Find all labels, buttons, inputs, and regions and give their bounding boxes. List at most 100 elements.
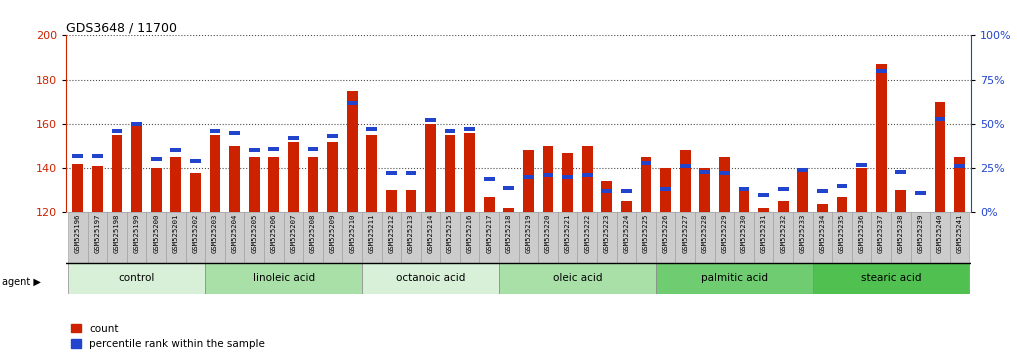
Bar: [229, 146, 240, 212]
Bar: [229, 131, 240, 135]
Bar: [813, 212, 832, 263]
Bar: [817, 189, 828, 193]
Bar: [675, 212, 695, 263]
Bar: [107, 212, 127, 263]
Text: octanoic acid: octanoic acid: [396, 273, 465, 283]
Bar: [171, 157, 181, 212]
Bar: [856, 162, 866, 167]
Text: GSM525196: GSM525196: [75, 214, 81, 253]
Bar: [68, 263, 205, 294]
Bar: [425, 118, 436, 122]
Bar: [503, 208, 515, 212]
Bar: [499, 212, 519, 263]
Bar: [288, 142, 299, 212]
Bar: [876, 64, 887, 212]
Bar: [538, 212, 558, 263]
Text: GSM525233: GSM525233: [799, 214, 805, 253]
Bar: [244, 212, 264, 263]
Bar: [444, 135, 456, 212]
Bar: [641, 157, 652, 212]
Text: GSM525216: GSM525216: [467, 214, 473, 253]
Text: control: control: [118, 273, 155, 283]
Bar: [656, 263, 813, 294]
Text: GSM525210: GSM525210: [349, 214, 355, 253]
Text: GSM525221: GSM525221: [564, 214, 571, 253]
Bar: [131, 126, 142, 212]
Text: GSM525224: GSM525224: [623, 214, 630, 253]
Bar: [484, 197, 494, 212]
Bar: [793, 212, 813, 263]
Bar: [264, 212, 284, 263]
Text: GSM525238: GSM525238: [898, 214, 904, 253]
Bar: [656, 212, 675, 263]
Text: GSM525234: GSM525234: [820, 214, 826, 253]
Bar: [347, 91, 358, 212]
Text: GSM525204: GSM525204: [232, 214, 238, 253]
Bar: [93, 154, 103, 158]
Text: GDS3648 / 11700: GDS3648 / 11700: [66, 21, 177, 34]
Bar: [876, 69, 887, 73]
Bar: [186, 212, 205, 263]
Bar: [171, 148, 181, 153]
Text: GSM525202: GSM525202: [192, 214, 198, 253]
Bar: [68, 212, 87, 263]
Bar: [543, 146, 553, 212]
Bar: [87, 212, 107, 263]
Bar: [562, 153, 573, 212]
Bar: [499, 263, 656, 294]
Bar: [440, 212, 460, 263]
Text: GSM525229: GSM525229: [721, 214, 727, 253]
Bar: [641, 161, 652, 165]
Bar: [146, 212, 166, 263]
Text: GSM525223: GSM525223: [604, 214, 610, 253]
Bar: [112, 135, 122, 212]
Bar: [303, 212, 322, 263]
Bar: [679, 150, 691, 212]
Bar: [190, 172, 200, 212]
Bar: [778, 201, 788, 212]
Bar: [406, 190, 416, 212]
Bar: [558, 212, 578, 263]
Bar: [915, 191, 925, 195]
Bar: [637, 212, 656, 263]
Bar: [205, 263, 362, 294]
Bar: [950, 212, 969, 263]
Bar: [523, 175, 534, 179]
Text: GSM525200: GSM525200: [154, 214, 160, 253]
Bar: [519, 212, 538, 263]
Bar: [895, 170, 906, 174]
Bar: [754, 212, 773, 263]
Bar: [695, 212, 715, 263]
Bar: [700, 170, 710, 174]
Bar: [343, 212, 362, 263]
Bar: [582, 146, 593, 212]
Text: GSM525209: GSM525209: [330, 214, 336, 253]
Bar: [582, 173, 593, 177]
Bar: [872, 212, 891, 263]
Text: GSM525198: GSM525198: [114, 214, 120, 253]
Bar: [523, 150, 534, 212]
Bar: [891, 212, 910, 263]
Bar: [93, 166, 103, 212]
Text: agent ▶: agent ▶: [2, 276, 41, 287]
Bar: [738, 187, 750, 192]
Bar: [249, 148, 259, 153]
Bar: [127, 212, 146, 263]
Bar: [381, 212, 401, 263]
Bar: [562, 175, 573, 179]
Bar: [249, 157, 259, 212]
Bar: [366, 135, 377, 212]
Bar: [813, 263, 969, 294]
Text: GSM525214: GSM525214: [427, 214, 433, 253]
Legend: count, percentile rank within the sample: count, percentile rank within the sample: [71, 324, 264, 349]
Bar: [719, 157, 730, 212]
Bar: [210, 135, 221, 212]
Bar: [797, 168, 809, 172]
Bar: [72, 154, 83, 158]
Bar: [715, 212, 734, 263]
Bar: [307, 147, 318, 151]
Text: GSM525206: GSM525206: [271, 214, 277, 253]
Bar: [817, 204, 828, 212]
Bar: [832, 212, 851, 263]
Bar: [773, 212, 793, 263]
